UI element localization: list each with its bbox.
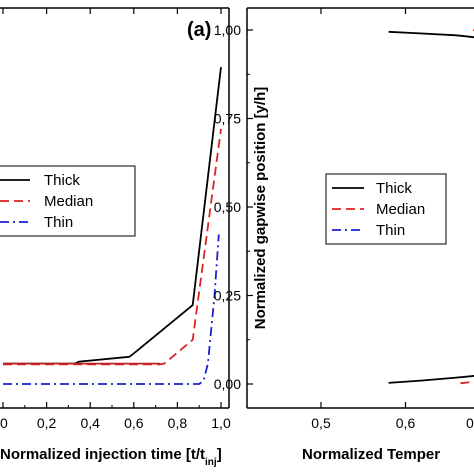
panel-b-chart: 0,000,250,500,751,000,50,60,70,80,8Norma… xyxy=(214,7,474,463)
panel-a-x-label: Normalized injection time [t/tinj] xyxy=(0,446,222,468)
panel-a-series-thin xyxy=(3,234,220,385)
panel-b-series-thick-1 xyxy=(388,375,474,384)
panel-b-xtick-label-partial: 0,8 xyxy=(466,415,474,431)
panel-a-series-median xyxy=(3,128,222,366)
panel-b-xtick-label: 0,6 xyxy=(396,415,416,431)
panel-a-xtick-label: 0,8 xyxy=(168,415,188,431)
panel-b-x-label: Normalized Temper xyxy=(302,446,440,463)
panel-b-legend-label: Thin xyxy=(376,222,405,239)
panel-b-series-median-3 xyxy=(460,380,474,385)
panel-a-legend-label: Median xyxy=(44,193,93,210)
panel-b-ytick-label: 0,50 xyxy=(214,199,241,215)
panel-b-legend-label: Median xyxy=(376,201,425,218)
panel-b-legend-label: Thick xyxy=(376,180,412,197)
panel-b-y-label: Normalized gapwise position [y/h] xyxy=(252,87,269,330)
panel-b-ytick-label: 0,25 xyxy=(214,288,241,304)
panel-a-xtick-label: 0,4 xyxy=(80,415,100,431)
panel-b-xtick-label: 0,5 xyxy=(311,415,331,431)
panel-a-legend-label: Thin xyxy=(44,214,73,231)
panel-b-ytick-label: 0,00 xyxy=(214,376,241,392)
panel-b-ytick-label: 0,75 xyxy=(214,111,241,127)
panel-b-series-thick-0 xyxy=(388,30,474,39)
panel-a-legend-label: Thick xyxy=(44,172,80,189)
panel-a-xtick-label: 0 xyxy=(0,415,8,431)
panel-a-tag: (a) xyxy=(187,19,211,41)
panel-a-xtick-label: 1,0 xyxy=(211,415,231,431)
panel-a-xtick-label: 0,2 xyxy=(37,415,57,431)
panel-b-ytick-label: 1,00 xyxy=(214,22,241,38)
panel-a-chart: 0 0,2 0,4 0,6 0,8 1,0 Normalized injection tim… xyxy=(0,7,231,468)
panel-a-xtick-label: 0,6 xyxy=(124,415,144,431)
